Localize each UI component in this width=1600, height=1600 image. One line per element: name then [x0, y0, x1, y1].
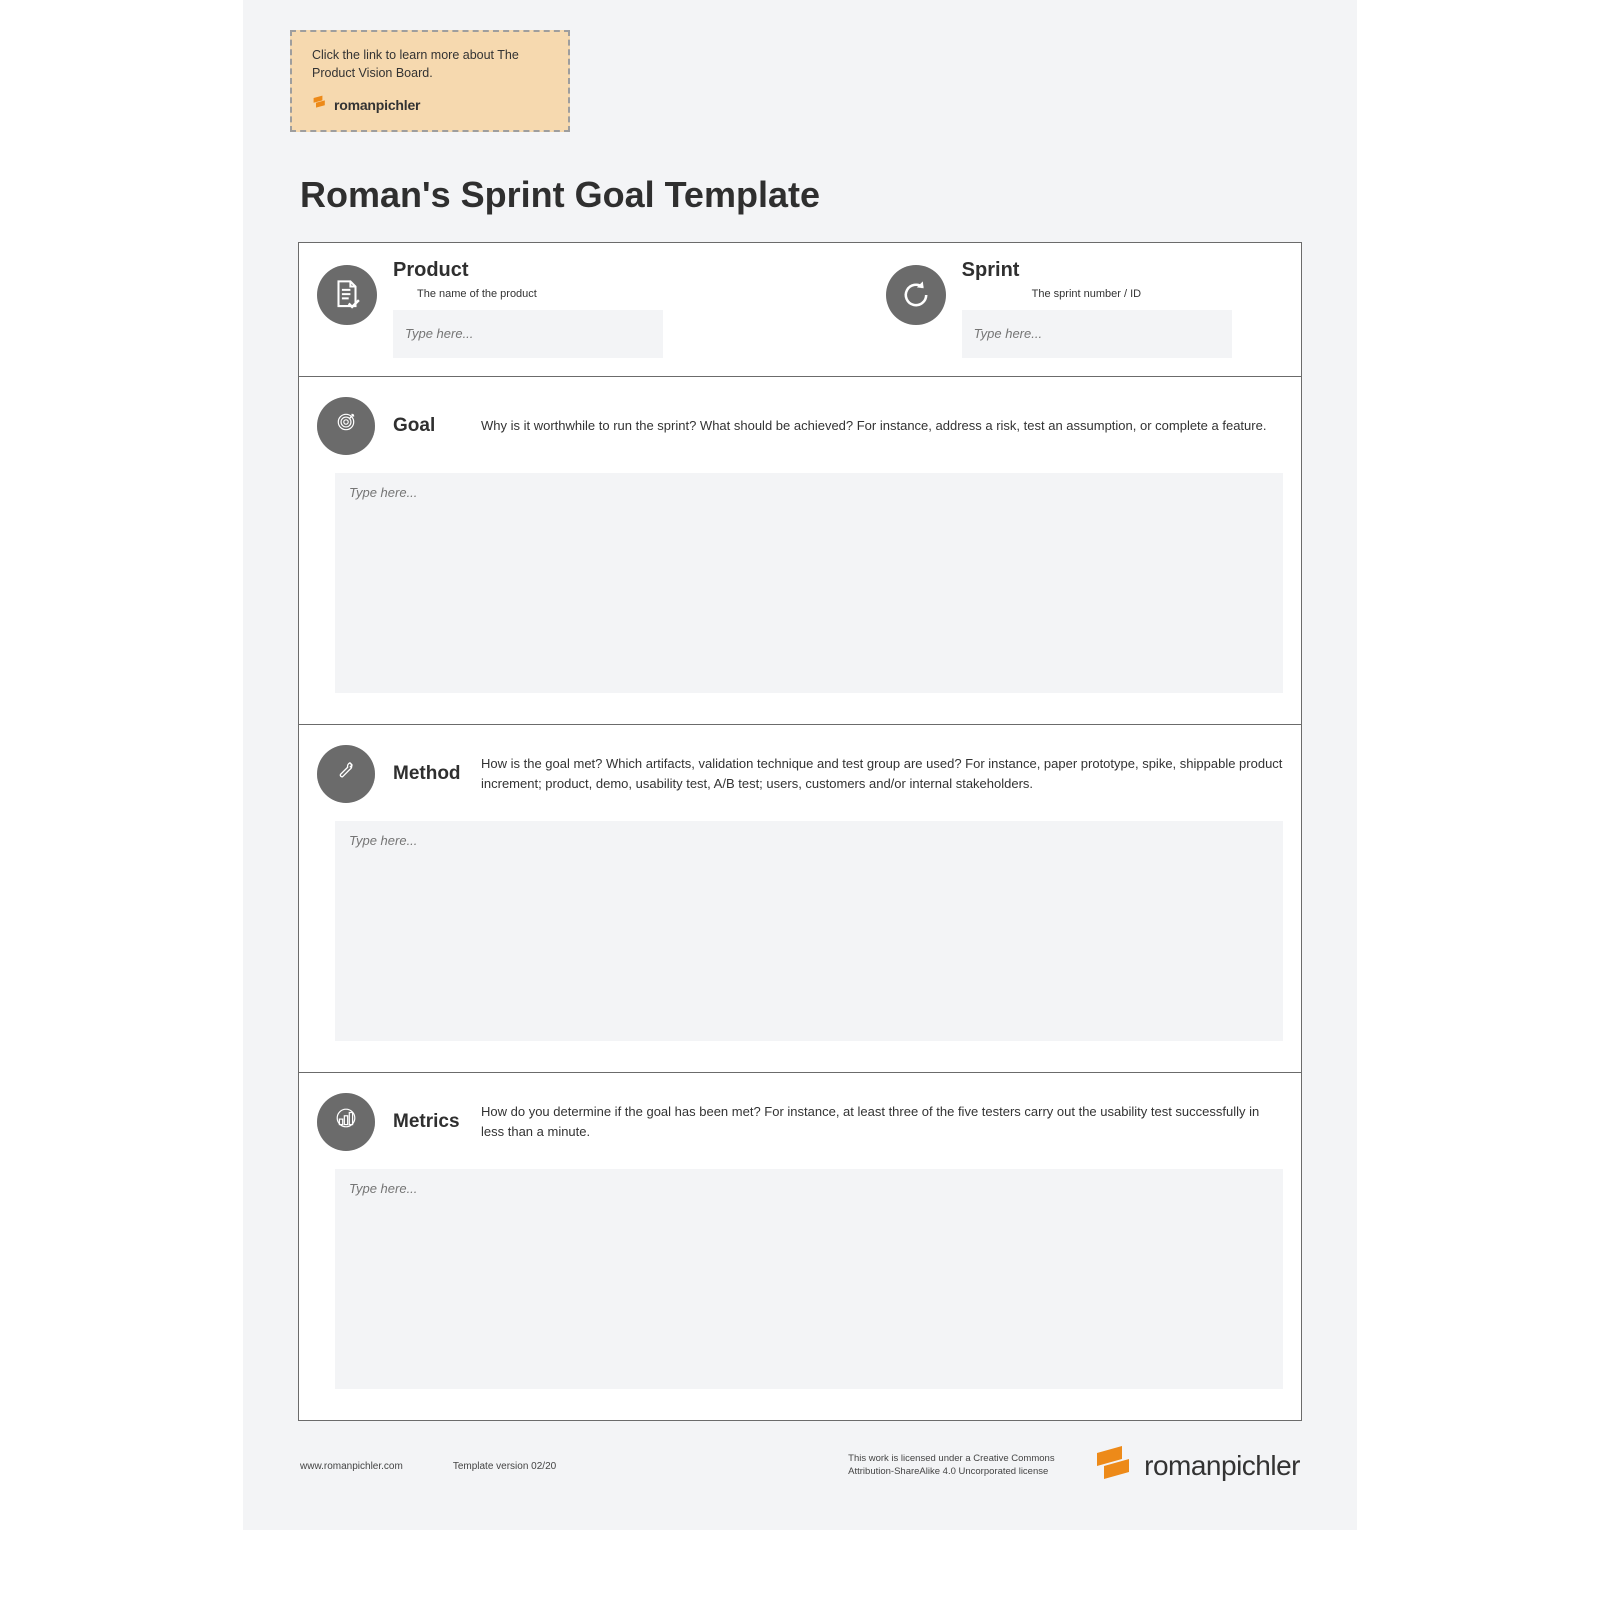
footer: www.romanpichler.com Template version 02… — [298, 1443, 1302, 1490]
metrics-header: Metrics How do you determine if the goal… — [317, 1093, 1283, 1151]
footer-license: This work is licensed under a Creative C… — [848, 1453, 1078, 1479]
callout-brand-text: romanpichler — [334, 95, 420, 115]
method-section: Method How is the goal met? Which artifa… — [299, 725, 1301, 1073]
metrics-section: Metrics How do you determine if the goal… — [299, 1073, 1301, 1420]
goal-input[interactable] — [335, 473, 1283, 693]
product-sub: The name of the product — [393, 288, 663, 300]
stage: Click the link to learn more about The P… — [0, 0, 1600, 1600]
template-page: Click the link to learn more about The P… — [243, 0, 1357, 1530]
sprint-input[interactable] — [962, 310, 1232, 358]
callout-text: Click the link to learn more about The P… — [312, 46, 548, 82]
footer-version: Template version 02/20 — [453, 1461, 556, 1472]
footer-left: www.romanpichler.com Template version 02… — [300, 1461, 556, 1472]
target-icon — [317, 397, 375, 455]
method-desc: How is the goal met? Which artifacts, va… — [481, 754, 1283, 793]
sprint-label: Sprint — [962, 259, 1232, 282]
product-input[interactable] — [393, 310, 663, 358]
wrench-icon — [317, 745, 375, 803]
sprint-content: Sprint The sprint number / ID — [962, 259, 1232, 358]
footer-brand: romanpichler — [1094, 1443, 1300, 1490]
sprint-cell: Sprint The sprint number / ID — [886, 259, 1283, 358]
refresh-icon — [886, 265, 946, 325]
footer-url: www.romanpichler.com — [300, 1461, 403, 1472]
footer-right: This work is licensed under a Creative C… — [848, 1443, 1300, 1490]
method-header: Method How is the goal met? Which artifa… — [317, 745, 1283, 803]
product-cell: Product The name of the product — [317, 259, 866, 358]
product-label: Product — [393, 259, 663, 282]
brand-logo-large-icon — [1094, 1443, 1134, 1490]
document-icon — [317, 265, 377, 325]
goal-header: Goal Why is it worthwhile to run the spr… — [317, 397, 1283, 455]
product-content: Product The name of the product — [393, 259, 663, 358]
info-callout[interactable]: Click the link to learn more about The P… — [290, 30, 570, 132]
metrics-title: Metrics — [393, 1111, 463, 1133]
sprint-sub: The sprint number / ID — [962, 288, 1232, 300]
callout-brand: romanpichler — [312, 94, 548, 115]
bar-chart-icon — [317, 1093, 375, 1151]
metrics-desc: How do you determine if the goal has bee… — [481, 1102, 1283, 1141]
template-board: Product The name of the product Sprint — [298, 242, 1302, 1421]
method-title: Method — [393, 763, 463, 785]
top-row: Product The name of the product Sprint — [299, 243, 1301, 377]
brand-logo-icon — [312, 94, 328, 115]
goal-desc: Why is it worthwhile to run the sprint? … — [481, 416, 1283, 436]
footer-brand-text: romanpichler — [1144, 1450, 1300, 1482]
method-input[interactable] — [335, 821, 1283, 1041]
metrics-input[interactable] — [335, 1169, 1283, 1389]
goal-title: Goal — [393, 415, 463, 437]
goal-section: Goal Why is it worthwhile to run the spr… — [299, 377, 1301, 725]
page-title: Roman's Sprint Goal Template — [298, 174, 1302, 216]
